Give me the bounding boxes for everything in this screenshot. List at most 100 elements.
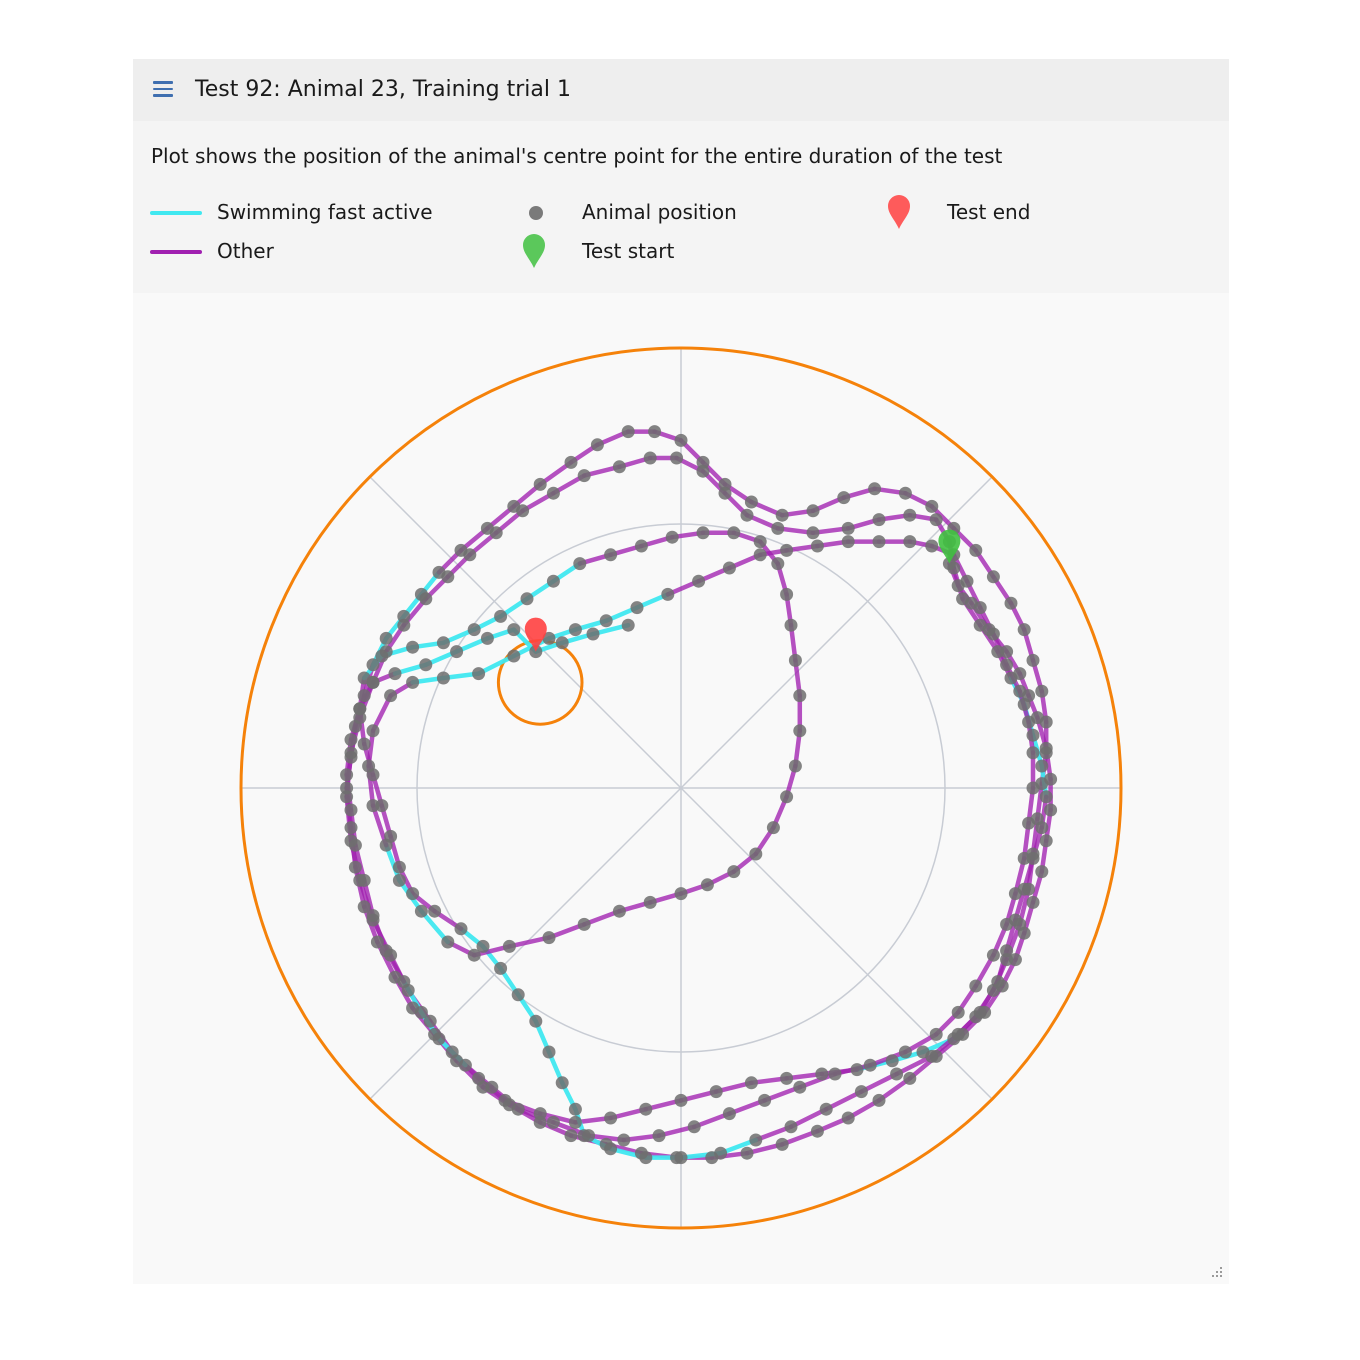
animal-position-point bbox=[758, 1093, 772, 1107]
animal-position-point bbox=[1026, 895, 1040, 909]
animal-position-point bbox=[366, 909, 380, 923]
animal-position-point bbox=[379, 944, 393, 958]
animal-position-point bbox=[436, 671, 450, 685]
animal-position-point bbox=[344, 821, 358, 835]
animal-position-point bbox=[771, 557, 785, 571]
animal-position-point bbox=[956, 592, 970, 606]
other-segment bbox=[894, 1054, 935, 1077]
animal-position-point bbox=[1017, 851, 1031, 865]
animal-position-point bbox=[419, 592, 433, 606]
animal-position-point bbox=[793, 724, 807, 738]
animal-position-point bbox=[969, 543, 983, 557]
animal-position-point bbox=[674, 887, 688, 901]
animal-position-point bbox=[692, 574, 706, 588]
test-start-marker bbox=[938, 529, 961, 564]
other-segment bbox=[507, 935, 552, 949]
plot-description: Plot shows the position of the animal's … bbox=[151, 144, 1003, 168]
animal-position-point bbox=[366, 724, 380, 738]
animal-position-point bbox=[898, 1045, 912, 1059]
animal-position-point bbox=[1035, 865, 1049, 879]
animal-position-point bbox=[973, 618, 987, 632]
animal-position-point bbox=[357, 900, 371, 914]
animal-position-point bbox=[366, 675, 380, 689]
animal-position-point bbox=[986, 627, 1000, 641]
animal-position-point bbox=[819, 1102, 833, 1116]
animal-position-point bbox=[419, 658, 433, 672]
animal-position-point bbox=[687, 1120, 701, 1134]
animal-position-point bbox=[775, 1137, 789, 1151]
animal-position-point bbox=[348, 838, 362, 852]
animal-position-point bbox=[577, 917, 591, 931]
animal-position-point bbox=[991, 645, 1005, 659]
animal-position-point bbox=[841, 535, 855, 549]
animal-position-point bbox=[432, 1032, 446, 1046]
animal-position-point bbox=[810, 1124, 824, 1138]
animal-position-point bbox=[854, 1085, 868, 1099]
plot-panel: Test 92: Animal 23, Training trial 1 Plo… bbox=[133, 59, 1229, 1284]
description-area: Plot shows the position of the animal's … bbox=[133, 121, 1229, 293]
hamburger-menu-icon[interactable] bbox=[153, 81, 173, 97]
animal-position-point bbox=[973, 601, 987, 615]
animal-position-point bbox=[661, 587, 675, 601]
animal-position-point bbox=[810, 539, 824, 553]
animal-position-point bbox=[929, 1027, 943, 1041]
animal-position-point bbox=[546, 486, 560, 500]
animal-position-point bbox=[340, 790, 354, 804]
animal-position-point bbox=[476, 939, 490, 953]
animal-position-point bbox=[357, 689, 371, 703]
animal-position-point bbox=[1008, 887, 1022, 901]
legend-label-test-end: Test end bbox=[947, 200, 1031, 224]
grid-ring bbox=[416, 523, 946, 1053]
animal-position-point bbox=[784, 1120, 798, 1134]
track-plot[interactable] bbox=[133, 293, 1229, 1284]
resize-grip-icon[interactable] bbox=[1209, 1264, 1223, 1278]
animal-position-point bbox=[1035, 759, 1049, 773]
animal-position-point bbox=[722, 1107, 736, 1121]
animal-position-point bbox=[370, 935, 384, 949]
other-segment bbox=[788, 1106, 829, 1130]
animal-position-point bbox=[366, 799, 380, 813]
animal-position-point bbox=[467, 623, 481, 637]
animal-position-point bbox=[700, 878, 714, 892]
animal-positions bbox=[340, 425, 1058, 1165]
animal-position-point bbox=[643, 451, 657, 465]
legend-item-other: Other bbox=[150, 237, 450, 267]
animal-position-point bbox=[1004, 596, 1018, 610]
animal-position-point bbox=[1017, 697, 1031, 711]
animal-position-point bbox=[868, 482, 882, 496]
animal-position-point bbox=[890, 1067, 904, 1081]
animal-position-point bbox=[639, 1102, 653, 1116]
animal-position-point bbox=[753, 548, 767, 562]
animal-position-point bbox=[780, 790, 794, 804]
animal-position-point bbox=[780, 587, 794, 601]
animal-position-point bbox=[502, 939, 516, 953]
test-end-pin-icon bbox=[888, 195, 910, 229]
animal-position-point bbox=[788, 653, 802, 667]
animal-position-point bbox=[793, 1080, 807, 1094]
other-segment bbox=[859, 1071, 899, 1094]
animal-position-point bbox=[450, 645, 464, 659]
animal-position-point bbox=[489, 526, 503, 540]
animal-position-point bbox=[366, 658, 380, 672]
animal-position-point bbox=[533, 1107, 547, 1121]
animal-position-point bbox=[379, 838, 393, 852]
animal-position-point bbox=[929, 513, 943, 527]
animal-position-point bbox=[696, 526, 710, 540]
animal-position-point bbox=[903, 1071, 917, 1085]
animal-position-point bbox=[507, 623, 521, 637]
animal-position-point bbox=[1022, 715, 1036, 729]
animal-position-point bbox=[749, 1133, 763, 1147]
animal-position-point bbox=[780, 1071, 794, 1085]
animal-position-point bbox=[406, 887, 420, 901]
animal-position-point bbox=[674, 1151, 688, 1165]
animal-position-point bbox=[564, 455, 578, 469]
animal-position-point bbox=[406, 675, 420, 689]
animal-position-point bbox=[841, 1111, 855, 1125]
animal-position-point bbox=[485, 1080, 499, 1094]
animal-position-point bbox=[634, 539, 648, 553]
animal-position-point bbox=[546, 1115, 560, 1129]
animal-position-point bbox=[555, 636, 569, 650]
animal-position-point bbox=[494, 961, 508, 975]
animal-position-point bbox=[885, 1054, 899, 1068]
animal-position-point bbox=[516, 504, 530, 518]
